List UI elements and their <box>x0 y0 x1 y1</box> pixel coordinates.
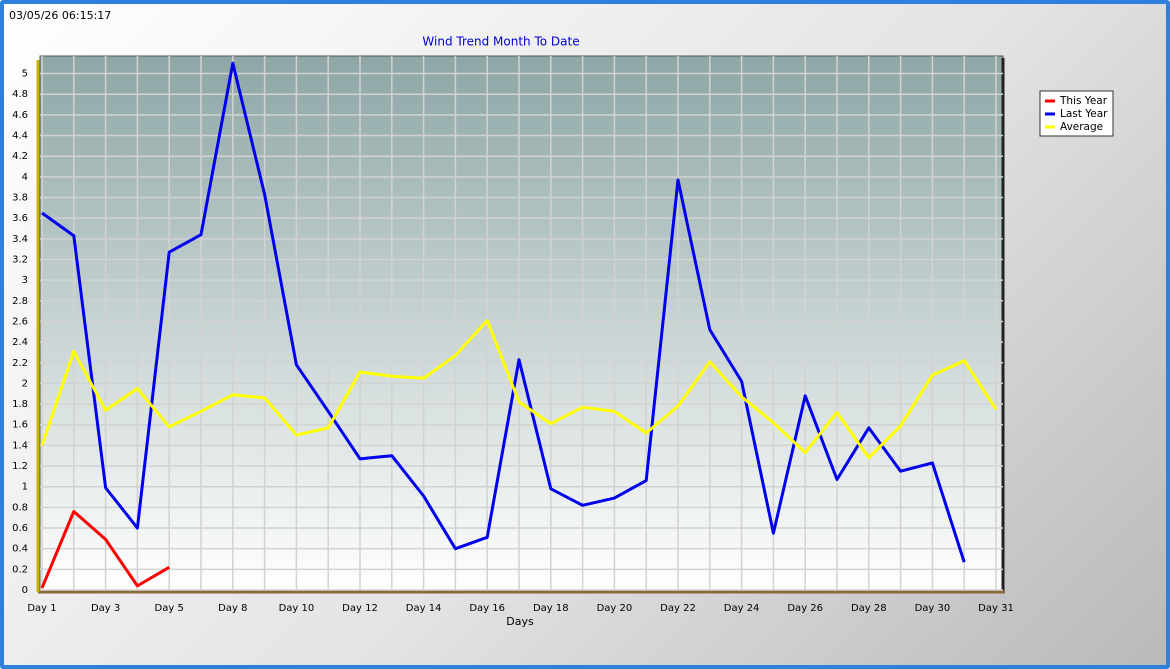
y-tick-label: 3.4 <box>12 234 28 245</box>
y-tick-label: 2.2 <box>12 358 28 369</box>
y-tick-label: 4.4 <box>12 131 28 142</box>
y-tick-label: 5 <box>22 69 28 80</box>
y-tick-label: 1 <box>22 482 28 493</box>
y-tick-label: 1.2 <box>12 461 28 472</box>
y-tick-label: 1.6 <box>12 420 28 431</box>
y-tick-label: 0 <box>22 585 28 596</box>
series-line <box>40 510 170 589</box>
x-tick-label: Day 14 <box>406 603 442 614</box>
x-tick-label: Day 8 <box>218 603 247 614</box>
x-tick-label: Day 18 <box>533 603 569 614</box>
x-tick-label: Day 10 <box>279 603 315 614</box>
x-tick-label: Day 1 <box>27 603 56 614</box>
y-tick-label: 4.2 <box>12 151 28 162</box>
y-tick-label: 3.6 <box>12 213 28 224</box>
y-tick-label: 4.8 <box>12 89 28 100</box>
y-tick-label: 0.2 <box>12 564 28 575</box>
y-tick-label: 2 <box>22 378 28 389</box>
y-tick-label: 2.6 <box>12 316 28 327</box>
y-tick-label: 0.4 <box>12 544 28 555</box>
y-tick-label: 3 <box>22 275 28 286</box>
series-line <box>41 61 966 563</box>
timestamp: 03/05/26 06:15:17 <box>9 9 111 22</box>
y-tick-label: 3.2 <box>12 254 28 265</box>
x-tick-label: Day 5 <box>155 603 184 614</box>
y-tick-label: 0.6 <box>12 523 28 534</box>
y-tick-label: 1.8 <box>12 399 28 410</box>
x-tick-label: Day 24 <box>724 603 760 614</box>
legend-label: Average <box>1060 121 1103 133</box>
x-axis-label: Days <box>506 615 534 628</box>
y-tick-label: 2.4 <box>12 337 28 348</box>
x-tick-label: Day 20 <box>597 603 633 614</box>
legend-label: This Year <box>1059 95 1108 107</box>
y-tick-label: 4.6 <box>12 110 28 121</box>
y-tick-label: 0.8 <box>12 502 28 513</box>
legend-label: Last Year <box>1060 108 1108 120</box>
x-tick-label: Day 22 <box>660 603 696 614</box>
series-line <box>40 318 998 460</box>
y-tick-label: 4 <box>22 172 28 183</box>
x-tick-label: Day 3 <box>91 603 120 614</box>
x-tick-label: Day 26 <box>787 603 823 614</box>
x-tick-label: Day 31 <box>978 603 1014 614</box>
x-tick-label: Day 30 <box>915 603 951 614</box>
x-tick-label: Day 16 <box>469 603 505 614</box>
chart-title: Wind Trend Month To Date <box>422 35 579 49</box>
y-tick-label: 2.8 <box>12 296 28 307</box>
y-tick-label: 1.4 <box>12 440 28 451</box>
y-tick-label: 3.8 <box>12 193 28 204</box>
x-tick-label: Day 12 <box>342 603 378 614</box>
grid <box>40 56 1003 591</box>
x-tick-label: Day 28 <box>851 603 887 614</box>
